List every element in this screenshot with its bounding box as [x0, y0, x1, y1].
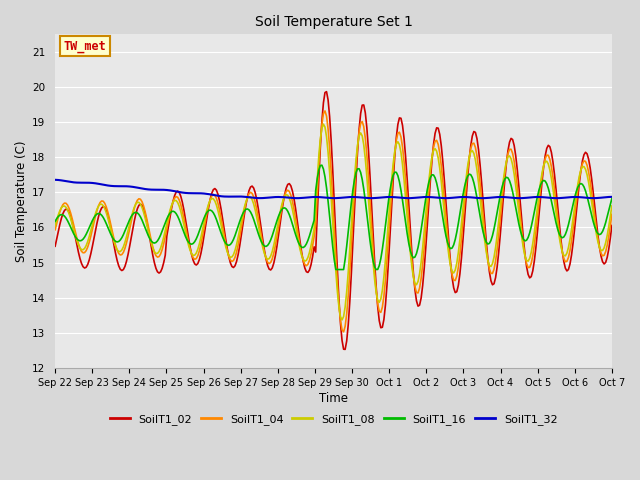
SoilT1_08: [120, 244, 127, 250]
Line: SoilT1_32: SoilT1_32: [55, 180, 612, 198]
Line: SoilT1_08: SoilT1_08: [55, 124, 612, 320]
SoilT1_08: [51, 222, 59, 228]
SoilT1_32: [51, 177, 59, 183]
SoilT1_02: [51, 243, 59, 249]
SoilT1_04: [608, 212, 616, 217]
SoilT1_04: [245, 191, 253, 197]
Line: SoilT1_16: SoilT1_16: [55, 165, 612, 270]
SoilT1_02: [608, 223, 616, 228]
SoilT1_32: [608, 194, 616, 200]
SoilT1_16: [217, 230, 225, 236]
SoilT1_04: [321, 108, 329, 114]
SoilT1_08: [217, 222, 225, 228]
SoilT1_16: [51, 218, 59, 224]
SoilT1_16: [120, 232, 127, 238]
SoilT1_08: [338, 317, 346, 323]
SoilT1_04: [295, 235, 303, 240]
Text: TW_met: TW_met: [63, 40, 106, 53]
Legend: SoilT1_02, SoilT1_04, SoilT1_08, SoilT1_16, SoilT1_32: SoilT1_02, SoilT1_04, SoilT1_08, SoilT1_…: [105, 409, 562, 429]
SoilT1_04: [120, 250, 127, 255]
SoilT1_04: [236, 234, 244, 240]
SoilT1_02: [580, 152, 588, 157]
SoilT1_02: [120, 267, 127, 273]
SoilT1_16: [580, 184, 588, 190]
SoilT1_08: [608, 203, 616, 209]
Y-axis label: Soil Temperature (C): Soil Temperature (C): [15, 140, 28, 262]
SoilT1_32: [236, 193, 244, 199]
SoilT1_32: [120, 183, 127, 189]
Title: Soil Temperature Set 1: Soil Temperature Set 1: [255, 15, 412, 29]
SoilT1_16: [245, 207, 253, 213]
X-axis label: Time: Time: [319, 392, 348, 405]
SoilT1_32: [296, 195, 304, 201]
SoilT1_32: [217, 193, 225, 199]
SoilT1_02: [341, 347, 349, 352]
SoilT1_08: [236, 227, 244, 233]
SoilT1_02: [245, 188, 253, 193]
Line: SoilT1_04: SoilT1_04: [55, 111, 612, 332]
SoilT1_02: [295, 228, 303, 234]
SoilT1_08: [295, 240, 303, 246]
SoilT1_32: [245, 194, 253, 200]
Line: SoilT1_02: SoilT1_02: [55, 92, 612, 349]
SoilT1_02: [323, 89, 330, 95]
SoilT1_16: [608, 196, 616, 202]
SoilT1_04: [580, 158, 588, 164]
SoilT1_16: [236, 219, 244, 225]
SoilT1_16: [332, 267, 340, 273]
SoilT1_02: [217, 206, 225, 212]
SoilT1_16: [318, 162, 326, 168]
SoilT1_04: [217, 215, 225, 221]
SoilT1_08: [319, 121, 327, 127]
SoilT1_08: [245, 194, 253, 200]
SoilT1_02: [236, 243, 244, 249]
SoilT1_16: [295, 240, 303, 246]
SoilT1_04: [340, 329, 348, 335]
SoilT1_08: [580, 164, 588, 169]
SoilT1_32: [579, 194, 586, 200]
SoilT1_32: [293, 195, 301, 201]
SoilT1_04: [51, 227, 59, 233]
